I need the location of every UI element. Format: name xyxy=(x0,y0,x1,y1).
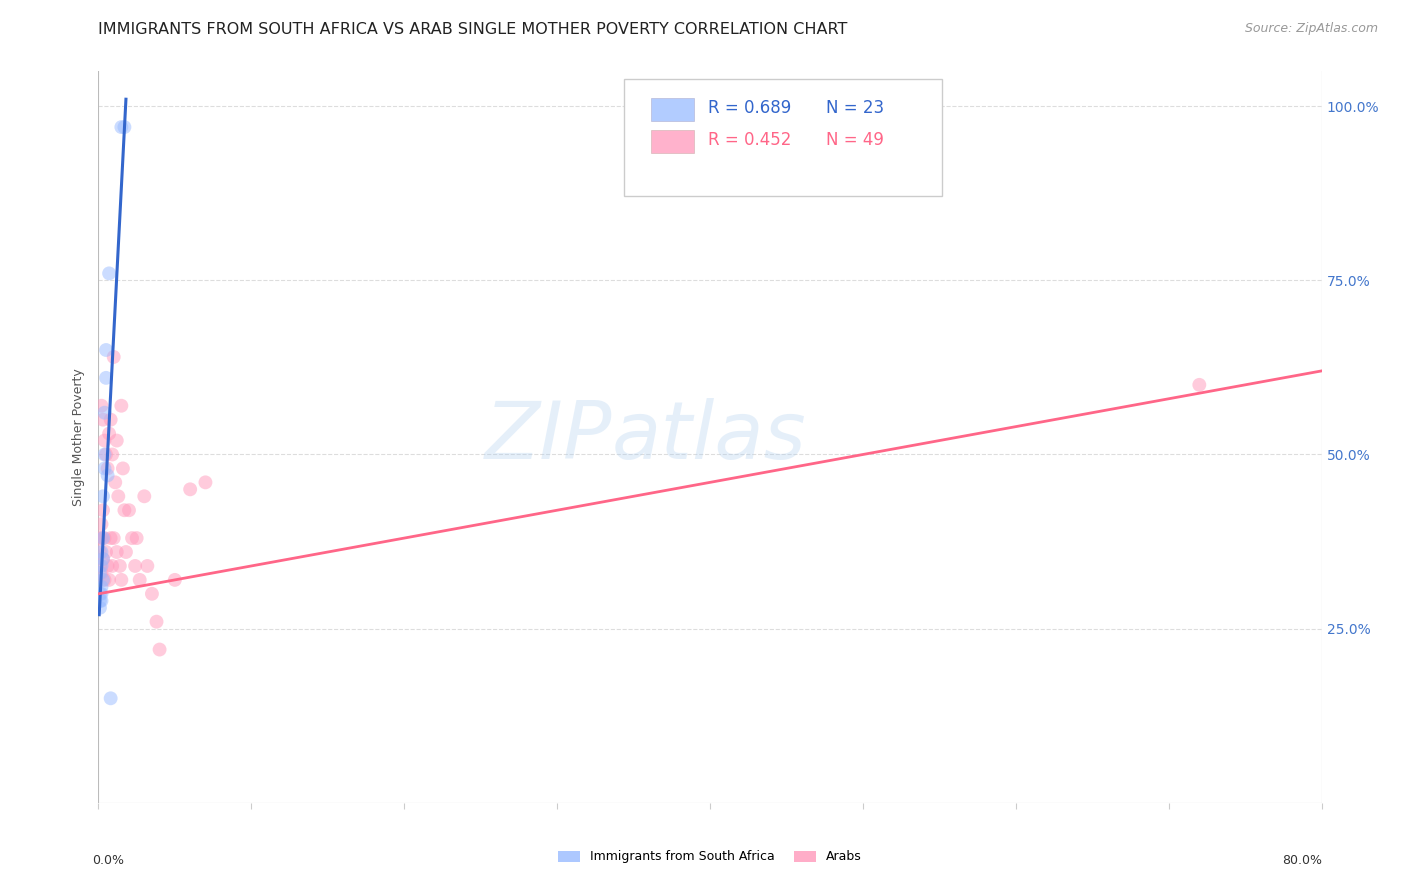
Text: 80.0%: 80.0% xyxy=(1282,854,1322,867)
Point xyxy=(97,461,120,475)
Point xyxy=(98,266,121,280)
Point xyxy=(105,545,128,559)
Point xyxy=(103,350,125,364)
Point xyxy=(98,426,121,441)
Text: N = 23: N = 23 xyxy=(827,99,884,117)
Point xyxy=(100,531,122,545)
Text: R = 0.452: R = 0.452 xyxy=(707,131,792,149)
Point xyxy=(89,558,111,573)
Point xyxy=(97,558,120,573)
Point xyxy=(89,587,111,601)
Text: R = 0.689: R = 0.689 xyxy=(707,99,790,117)
Point xyxy=(93,461,115,475)
Point xyxy=(110,399,132,413)
Point xyxy=(97,468,120,483)
Point xyxy=(141,587,163,601)
Point xyxy=(121,531,143,545)
Point xyxy=(89,600,111,615)
Point xyxy=(118,503,141,517)
Point xyxy=(1188,377,1211,392)
Point xyxy=(90,531,112,545)
FancyBboxPatch shape xyxy=(651,98,695,121)
Point xyxy=(89,566,111,580)
Point xyxy=(91,503,114,517)
Point xyxy=(101,448,124,462)
Point xyxy=(90,580,112,594)
Point xyxy=(90,587,112,601)
FancyBboxPatch shape xyxy=(651,130,695,153)
Point xyxy=(111,461,134,475)
Point xyxy=(93,531,115,545)
Point xyxy=(93,434,115,448)
Point xyxy=(93,406,115,420)
Point xyxy=(91,552,114,566)
Point xyxy=(101,558,124,573)
Point xyxy=(163,573,186,587)
FancyBboxPatch shape xyxy=(624,78,942,195)
Point xyxy=(145,615,167,629)
Point xyxy=(134,489,156,503)
Point xyxy=(108,558,131,573)
Point xyxy=(89,545,111,559)
Point xyxy=(124,558,146,573)
Point xyxy=(149,642,172,657)
Point xyxy=(100,691,122,706)
Point xyxy=(128,573,150,587)
Point xyxy=(100,412,122,426)
Point xyxy=(112,503,135,517)
Point xyxy=(110,120,132,134)
Point xyxy=(94,448,117,462)
Point xyxy=(90,566,112,580)
Point xyxy=(90,558,112,573)
Point xyxy=(91,412,114,426)
Point xyxy=(105,434,128,448)
Legend: Immigrants from South Africa, Arabs: Immigrants from South Africa, Arabs xyxy=(551,844,869,870)
Point xyxy=(94,371,117,385)
Y-axis label: Single Mother Poverty: Single Mother Poverty xyxy=(72,368,86,506)
Point xyxy=(110,573,132,587)
Point xyxy=(104,475,127,490)
Point xyxy=(112,120,135,134)
Point xyxy=(89,594,111,608)
Text: IMMIGRANTS FROM SOUTH AFRICA VS ARAB SINGLE MOTHER POVERTY CORRELATION CHART: IMMIGRANTS FROM SOUTH AFRICA VS ARAB SIN… xyxy=(98,22,848,37)
Point xyxy=(103,531,125,545)
Point xyxy=(94,545,117,559)
Point xyxy=(98,573,121,587)
Point xyxy=(93,448,115,462)
Point xyxy=(94,343,117,357)
Text: N = 49: N = 49 xyxy=(827,131,884,149)
Point xyxy=(194,475,217,490)
Point xyxy=(91,531,114,545)
Point xyxy=(115,545,138,559)
Point xyxy=(91,573,114,587)
Point xyxy=(90,399,112,413)
Point xyxy=(93,573,115,587)
Point xyxy=(91,552,114,566)
Point xyxy=(107,489,129,503)
Point xyxy=(89,531,111,545)
Point xyxy=(90,594,112,608)
Text: ZIP: ZIP xyxy=(485,398,612,476)
Point xyxy=(90,517,112,532)
Point xyxy=(125,531,148,545)
Text: 0.0%: 0.0% xyxy=(93,854,124,867)
Text: Source: ZipAtlas.com: Source: ZipAtlas.com xyxy=(1244,22,1378,36)
Text: atlas: atlas xyxy=(612,398,807,476)
Point xyxy=(90,545,112,559)
Point xyxy=(91,489,114,503)
Point xyxy=(136,558,159,573)
Point xyxy=(179,483,201,497)
